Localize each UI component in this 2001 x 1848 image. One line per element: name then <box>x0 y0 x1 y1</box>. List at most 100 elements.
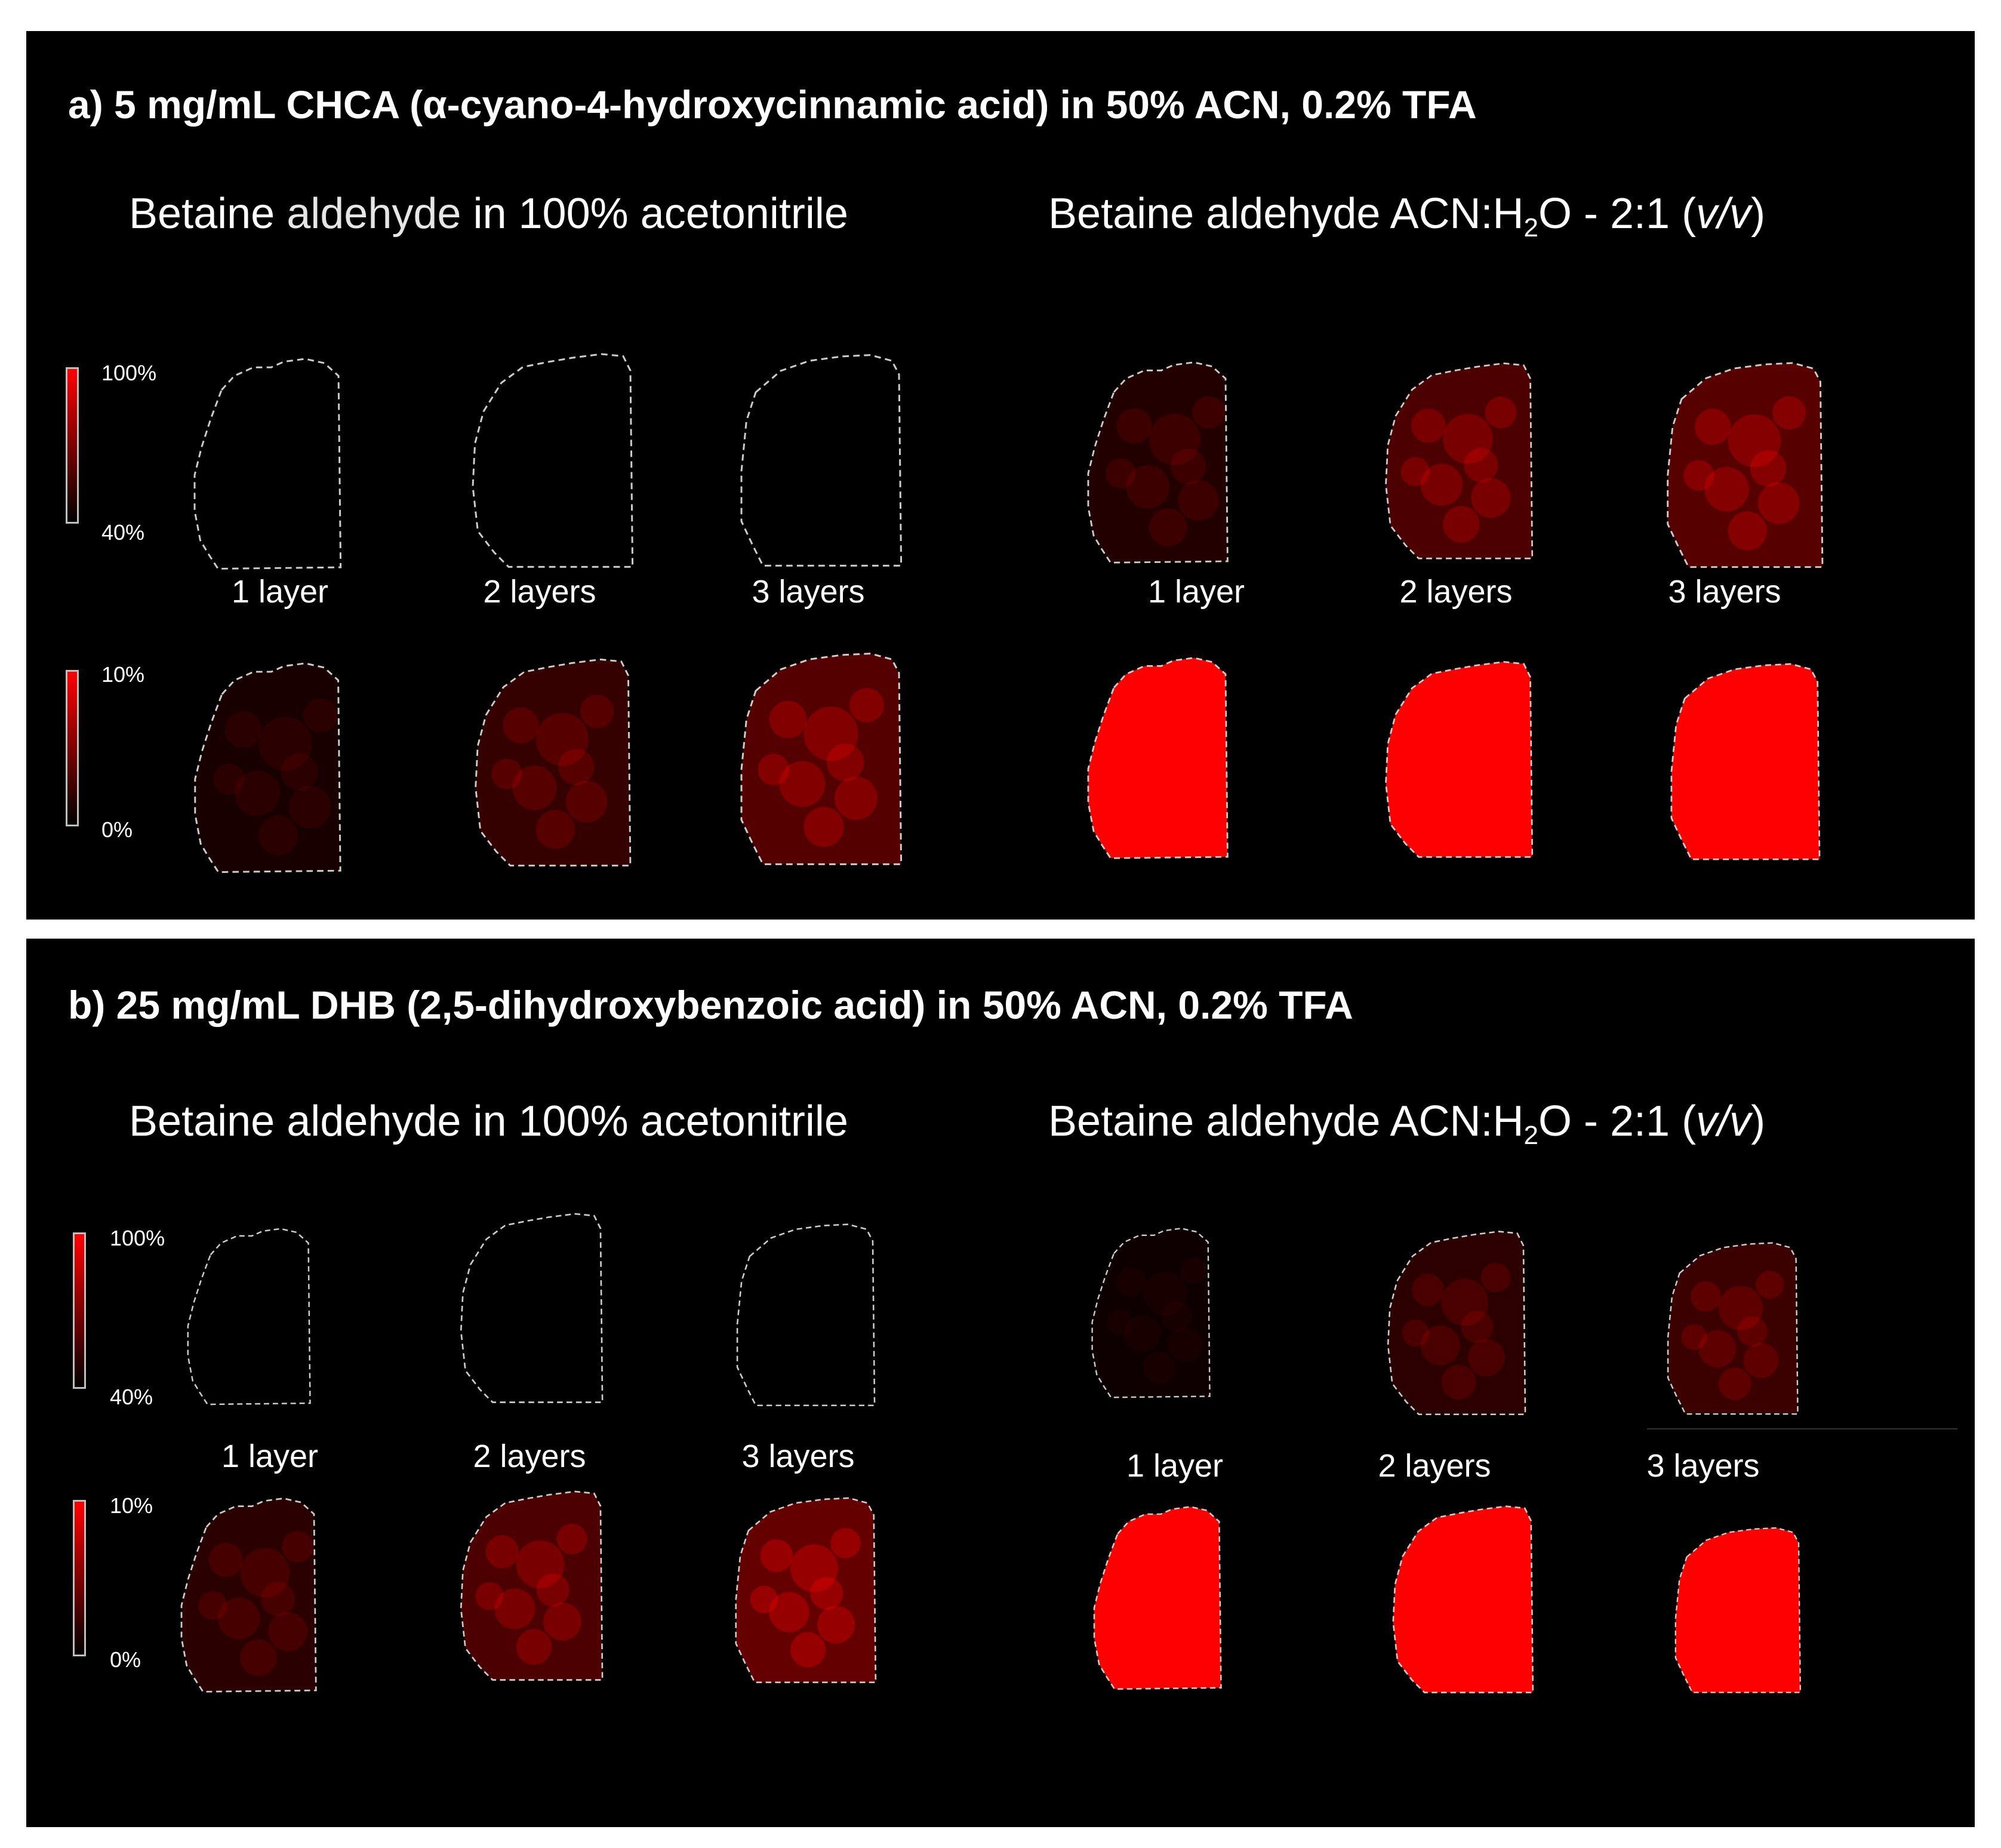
signal-hotspot <box>1441 1278 1489 1326</box>
tissue-outline <box>475 658 632 867</box>
signal-hotspot <box>1691 1281 1721 1312</box>
group-title-right: Betaine aldehyde ACN:H2O - 2:1 (v/v) <box>1048 190 1766 242</box>
tissue-image <box>1387 1231 1526 1416</box>
scale-max-label: 10% <box>110 1493 153 1518</box>
signal-hotspot <box>208 1542 243 1577</box>
signal-hotspot <box>1178 480 1219 521</box>
signal-hotspot <box>282 1531 313 1563</box>
signal-hotspot <box>503 707 539 744</box>
signal-hotspot <box>1168 1327 1203 1363</box>
tissue-image <box>1667 362 1824 568</box>
signal-fill <box>735 1498 876 1683</box>
signal-hotspot <box>1757 482 1800 524</box>
signal-hotspot <box>1772 396 1806 430</box>
tissue-outline <box>1667 1242 1799 1415</box>
signal-fill <box>461 1491 603 1680</box>
color-scale-bar <box>73 1500 86 1656</box>
signal-hotspot <box>826 743 864 782</box>
signal-hotspot <box>1718 1286 1763 1330</box>
tissue-outline <box>1387 1231 1526 1416</box>
signal-hotspot <box>1149 413 1201 466</box>
signal-hotspot <box>1420 1326 1460 1366</box>
tissue-outline <box>1392 1505 1534 1693</box>
tissue-image <box>1093 1506 1222 1690</box>
signal-hotspot <box>769 1592 809 1632</box>
signal-hotspot <box>556 1524 587 1555</box>
panel-b: b) 25 mg/mL DHB (2,5-dihydroxybenzoic ac… <box>26 939 1975 1827</box>
tissue-outline <box>1091 1228 1211 1398</box>
tissue-outline <box>1670 663 1821 860</box>
signal-hotspot <box>1192 396 1225 429</box>
tissue-outline <box>1087 657 1229 859</box>
tissue-outline <box>1667 362 1824 568</box>
tissue-image <box>735 1497 877 1683</box>
signal-hotspot <box>779 761 826 807</box>
signal-hotspot <box>849 688 884 722</box>
tissue-outline <box>1093 1506 1222 1690</box>
layer-label: 3 layers <box>752 574 865 610</box>
tissue-outline <box>736 1223 876 1407</box>
tissue-outline <box>460 1490 604 1681</box>
tissue-image <box>1670 663 1821 860</box>
tissue-image <box>1087 361 1229 564</box>
panel-a: a) 5 mg/mL CHCA (α-cyano-4-hydroxycinnam… <box>26 31 1975 920</box>
tissue-image <box>1392 1505 1534 1693</box>
signal-fill <box>195 663 341 872</box>
tissue-outline <box>735 1497 877 1683</box>
signal-fill <box>1671 664 1820 860</box>
scale-min-label: 0% <box>101 817 133 842</box>
tissue-image <box>1087 657 1229 859</box>
tissue-outline <box>1385 362 1534 559</box>
tissue-image <box>193 358 342 570</box>
signal-hotspot <box>240 1548 290 1598</box>
scale-min-label: 40% <box>110 1385 153 1409</box>
layer-label: 3 layers <box>741 1438 855 1474</box>
signal-hotspot <box>1116 408 1152 444</box>
signal-hotspot <box>1400 457 1430 487</box>
signal-hotspot <box>516 1629 552 1665</box>
signal-hotspot <box>1756 1271 1784 1299</box>
tissue-image <box>1674 1527 1802 1693</box>
signal-hotspot <box>234 770 280 816</box>
tissue-outline <box>1087 361 1229 564</box>
signal-hotspot <box>558 749 595 785</box>
signal-hotspot <box>491 758 522 789</box>
layer-label: 1 layer <box>1126 1448 1224 1484</box>
signal-hotspot <box>817 1606 855 1644</box>
tissue-image <box>1385 661 1534 858</box>
signal-hotspot <box>281 754 318 791</box>
signal-hotspot <box>1162 1301 1192 1332</box>
signal-hotspot <box>535 810 575 849</box>
signal-hotspot <box>1743 1343 1779 1378</box>
signal-fill <box>1088 362 1228 563</box>
scale-min-label: 40% <box>101 520 145 545</box>
tissue-image <box>194 662 341 874</box>
divider <box>1647 1428 1957 1429</box>
tissue-image <box>180 1498 317 1693</box>
signal-hotspot <box>790 1632 826 1668</box>
signal-hotspot <box>536 1573 569 1607</box>
tissue-image <box>472 353 634 568</box>
tissue-image <box>475 658 632 867</box>
tissue-outline <box>1385 661 1534 858</box>
tissue-image <box>736 1223 876 1407</box>
signal-hotspot <box>494 1588 535 1629</box>
signal-fill <box>741 653 901 865</box>
layer-label: 1 layer <box>1147 574 1245 610</box>
signal-hotspot <box>835 777 878 820</box>
signal-hotspot <box>1683 460 1714 491</box>
color-scale-bar <box>66 367 79 524</box>
tissue-outline <box>460 1213 604 1403</box>
tissue-outline <box>187 1228 311 1406</box>
panel-title: b) 25 mg/mL DHB (2,5-dihydroxybenzoic ac… <box>68 983 1353 1027</box>
signal-hotspot <box>565 780 608 823</box>
signal-hotspot <box>1698 1330 1737 1368</box>
group-title-right: Betaine aldehyde ACN:H2O - 2:1 (v/v) <box>1048 1097 1766 1150</box>
signal-hotspot <box>512 765 557 810</box>
signal-hotspot <box>1116 1267 1146 1297</box>
tissue-outline <box>194 662 341 874</box>
scale-min-label: 0% <box>110 1647 141 1672</box>
layer-label: 3 layers <box>1668 574 1781 610</box>
layer-label: 2 layers <box>1378 1448 1491 1484</box>
scale-max-label: 100% <box>101 361 157 385</box>
